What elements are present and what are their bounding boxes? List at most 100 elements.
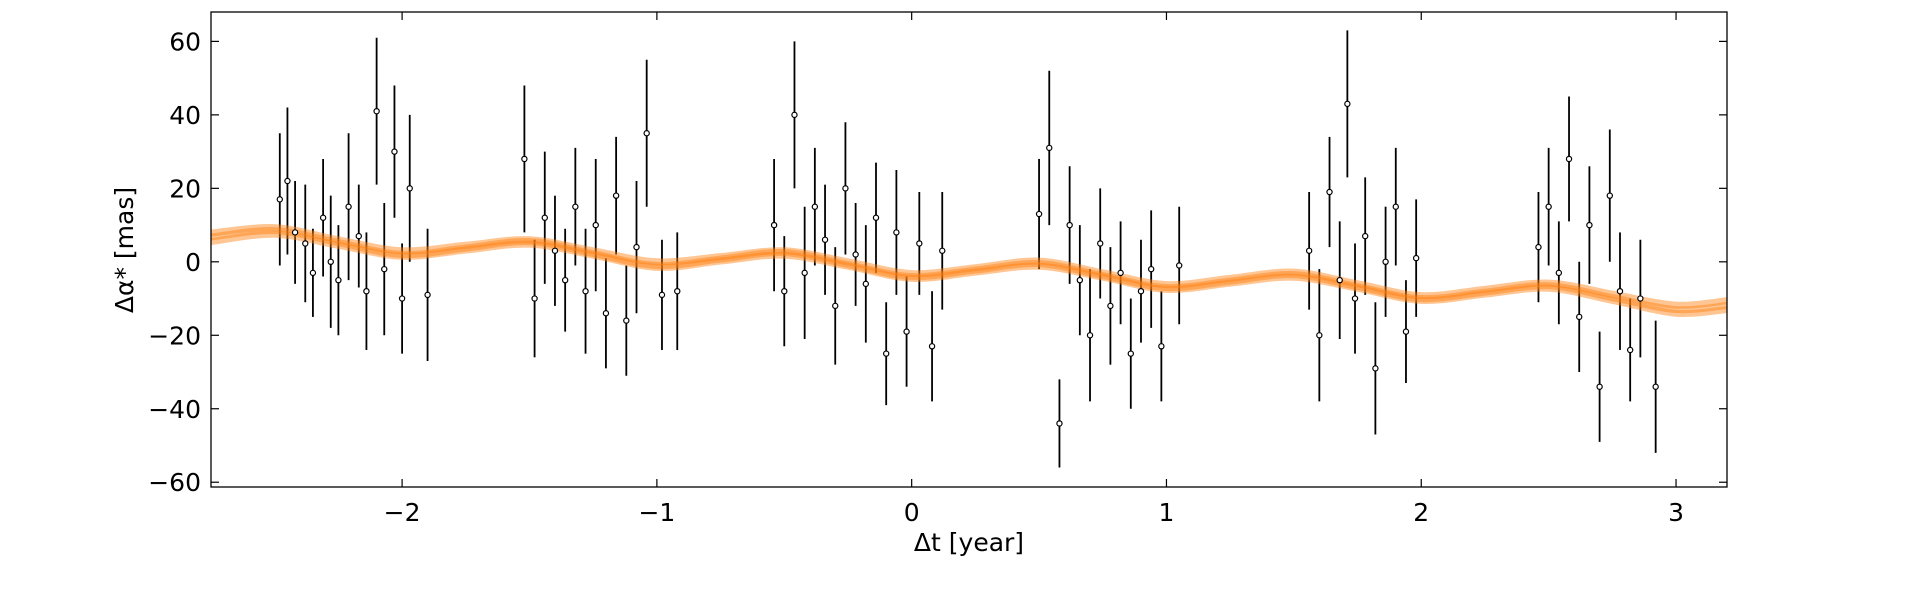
data-point (674, 287, 681, 295)
data-point (612, 192, 620, 199)
data-point (1606, 192, 1613, 199)
data-point (882, 350, 890, 357)
data-point (1056, 420, 1063, 427)
data-point (1565, 155, 1573, 163)
data-point (862, 280, 870, 288)
data-point (811, 203, 819, 210)
data-point (1372, 365, 1379, 372)
y-tick-label: 20 (169, 174, 201, 203)
data-point (1545, 203, 1552, 210)
data-point (345, 203, 352, 210)
data-point (572, 203, 579, 210)
x-tick-label: −1 (638, 498, 675, 527)
data-point (602, 310, 610, 317)
data-point (424, 291, 431, 299)
x-tick-label: 2 (1413, 498, 1429, 527)
data-point (381, 265, 388, 273)
data-point (1147, 265, 1155, 273)
data-point (355, 232, 362, 240)
plot-frame (210, 11, 1728, 488)
y-tick-label: −20 (148, 321, 201, 350)
data-point (1626, 346, 1634, 354)
data-point (821, 236, 829, 243)
data-point (319, 214, 327, 221)
data-point (1086, 332, 1094, 339)
data-point (1107, 302, 1114, 310)
data-point (1412, 254, 1420, 262)
data-point (531, 295, 538, 302)
data-point (1176, 262, 1183, 269)
data-point (939, 247, 946, 254)
data-point (391, 148, 398, 155)
data-point (561, 276, 569, 284)
data-point (1097, 240, 1104, 247)
data-point (309, 269, 317, 277)
x-tick-label: 1 (1159, 498, 1175, 527)
data-point (302, 240, 309, 247)
data-point (1046, 144, 1053, 152)
data-point (398, 295, 406, 302)
data-point (1158, 343, 1165, 350)
data-point (1576, 313, 1583, 321)
data-point (1117, 269, 1124, 277)
data-point (335, 276, 342, 284)
data-point (1316, 332, 1323, 339)
data-point (1637, 295, 1644, 302)
model-curve (211, 224, 1727, 309)
data-point (582, 287, 589, 295)
data-point (541, 214, 548, 221)
x-tick-label: 3 (1668, 498, 1684, 527)
data-point (1066, 221, 1073, 229)
data-point (1035, 210, 1043, 218)
data-point (633, 243, 640, 251)
data-point (643, 130, 650, 137)
data-point (291, 229, 299, 236)
data-point (1596, 383, 1603, 390)
data-point (1392, 203, 1399, 210)
data-point (770, 221, 778, 229)
data-point (1361, 232, 1369, 240)
data-point (1402, 328, 1410, 335)
data-point (928, 343, 936, 350)
data-point (832, 302, 839, 310)
x-tick-label: −2 (384, 498, 421, 527)
data-point (521, 155, 528, 163)
data-point (1382, 258, 1389, 266)
data-point (1652, 383, 1659, 390)
data-point (276, 196, 283, 203)
data-point (842, 185, 849, 192)
data-point (801, 269, 808, 277)
data-point (1586, 221, 1593, 229)
data-point (1137, 287, 1145, 295)
data-point (327, 258, 334, 266)
plot-area (211, 30, 1727, 468)
data-point (872, 214, 880, 221)
data-point (1336, 276, 1343, 284)
data-point (1351, 295, 1359, 302)
data-point (1127, 350, 1134, 357)
data-point (1535, 243, 1542, 251)
y-tick-label: −40 (148, 395, 201, 424)
data-point (893, 229, 900, 236)
data-point (791, 111, 798, 119)
data-point (781, 287, 788, 295)
y-tick-label: 0 (185, 248, 201, 277)
data-point (284, 177, 291, 185)
data-point (1076, 276, 1084, 284)
y-axis-label: Δα* [mas] (110, 187, 139, 313)
data-point (551, 247, 559, 254)
data-point (1344, 100, 1351, 108)
data-point (1326, 188, 1333, 196)
data-point (852, 251, 859, 258)
x-tick-label: 0 (904, 498, 920, 527)
data-point (363, 287, 370, 295)
data-point (903, 328, 910, 335)
y-tick-label: 40 (169, 101, 201, 130)
data-point (592, 221, 599, 229)
model-curve (211, 230, 1727, 318)
y-tick-label: −60 (148, 468, 201, 497)
x-axis-label: Δt [year] (914, 528, 1024, 557)
data-point (1555, 269, 1563, 277)
data-point (658, 291, 666, 299)
